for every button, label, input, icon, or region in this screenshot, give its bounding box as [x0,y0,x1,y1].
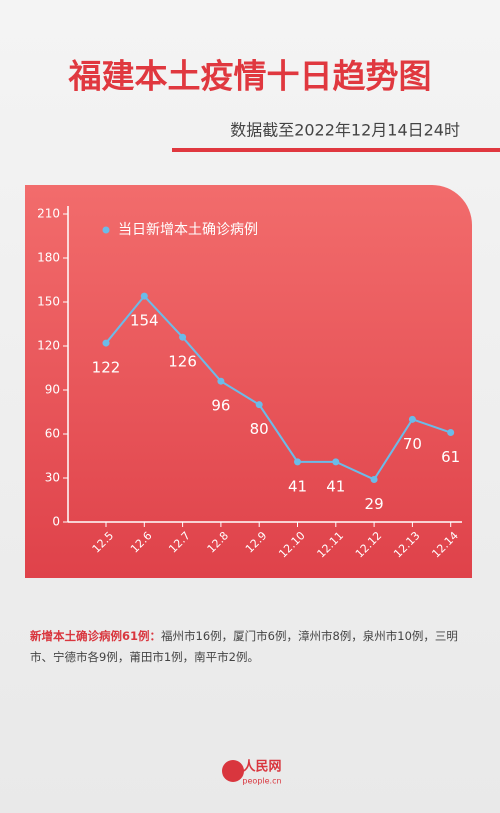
point [370,475,378,483]
logo-name: 人民网 [242,759,281,775]
point [140,292,148,300]
y-tick-label: 150 [37,295,60,309]
data-label: 41 [326,477,345,495]
point [255,401,263,409]
y-tick-label: 0 [52,515,60,529]
point [102,339,110,347]
data-label: 70 [403,435,422,453]
logo-site: people.cn [242,777,281,786]
note-text: 福州市16例，厦门市6例，漳州市8例，泉州市10例，三明市、宁德市各9例，莆田市… [30,629,458,664]
note-lead: 新增本土确诊病例61例： [30,629,162,643]
legend-marker [102,226,110,234]
data-label: 126 [168,353,197,371]
y-tick-label: 90 [45,383,60,397]
logo-icon [222,760,244,782]
point [332,458,340,466]
data-label: 41 [288,477,307,495]
chart-card [25,185,472,578]
point [179,333,187,341]
subtitle: 数据截至2022年12月14日24时 [230,121,460,140]
data-label: 122 [92,359,121,377]
legend-label: 当日新增本土确诊病例 [118,222,258,238]
data-label: 80 [250,420,269,438]
data-label: 96 [211,397,230,415]
y-tick-label: 120 [37,339,60,353]
y-tick-label: 30 [45,471,60,485]
point [408,415,416,423]
data-label: 61 [441,448,460,466]
point [294,458,301,466]
y-tick-label: 210 [37,207,60,221]
chart-title: 福建本土疫情十日趋势图 [68,57,432,96]
y-tick-label: 180 [37,251,60,265]
point [447,429,455,437]
series-line [105,294,452,481]
data-label: 29 [365,495,384,513]
y-tick-label: 60 [45,427,60,441]
point [217,377,225,385]
subtitle-rule [172,148,500,152]
note: 新增本土确诊病例61例：福州市16例，厦门市6例，漳州市8例，泉州市10例，三明… [30,626,470,668]
data-label: 154 [130,312,159,330]
